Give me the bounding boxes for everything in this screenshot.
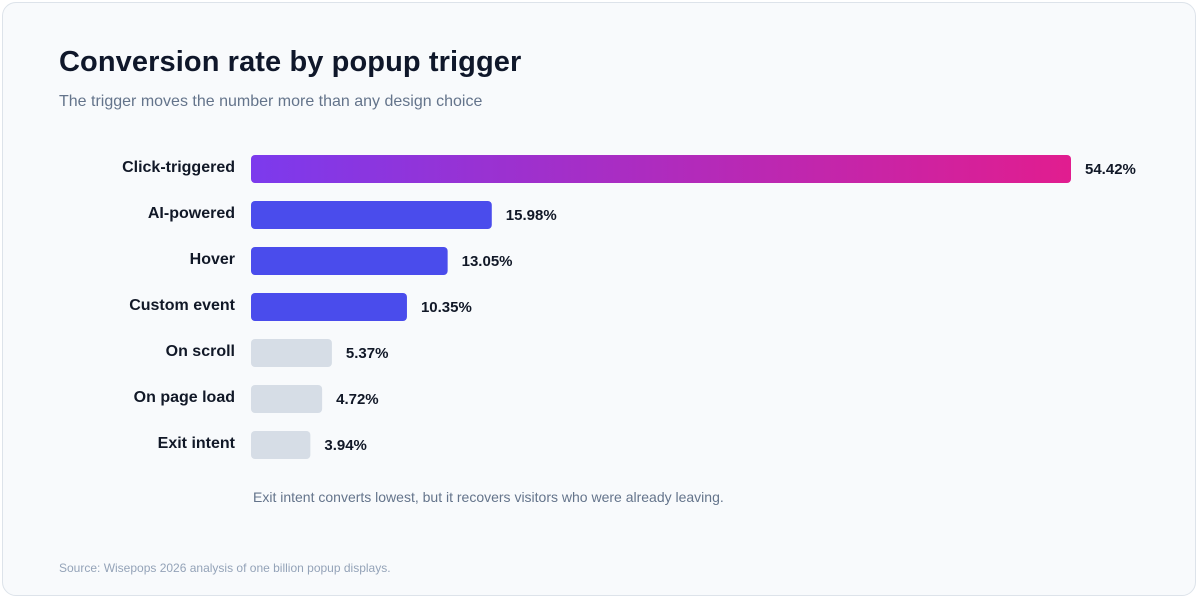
chart-subtitle: The trigger moves the number more than a… [59,93,483,110]
value-label: 10.35% [421,299,472,316]
bar [251,385,323,413]
value-label: 54.42% [1085,161,1136,178]
bar [251,247,448,275]
bar [251,431,311,459]
value-label: 15.98% [506,207,557,224]
category-label: Click-triggered [122,159,235,176]
value-label: 4.72% [336,391,379,408]
value-label: 3.94% [324,437,367,454]
bar [251,155,1071,183]
category-label: On page load [134,389,235,406]
bar [251,201,492,229]
chart-title: Conversion rate by popup trigger [59,46,522,78]
value-label: 5.37% [346,345,389,362]
bar-chart: Click-triggered 54.42% AI-powered 15.98% Hov… [122,155,1136,459]
category-label: On scroll [166,343,235,360]
bar [251,339,332,367]
chart-source: Source: Wisepops 2026 analysis of one bi… [59,561,391,575]
bar [251,293,407,321]
category-label: AI-powered [148,205,235,222]
chart-annotation: Exit intent converts lowest, but it reco… [253,489,724,505]
category-label: Exit intent [158,435,236,452]
category-label: Custom event [129,297,235,314]
category-label: Hover [190,251,235,268]
value-label: 13.05% [462,253,513,270]
